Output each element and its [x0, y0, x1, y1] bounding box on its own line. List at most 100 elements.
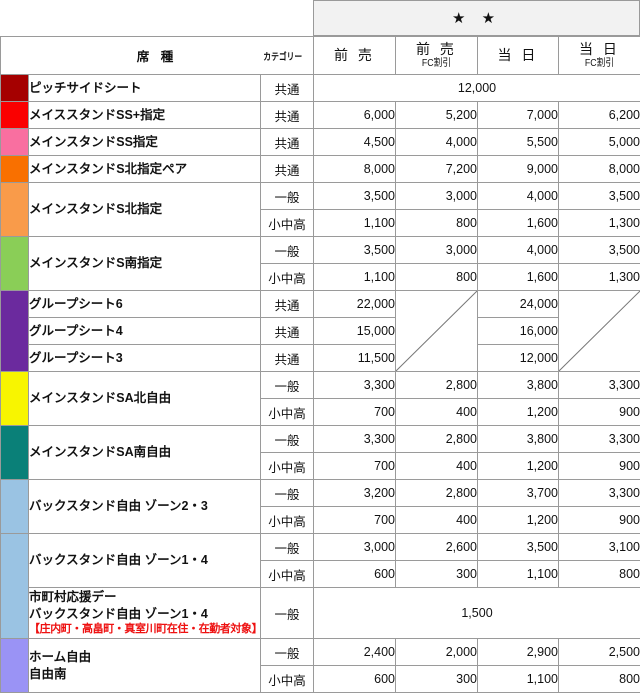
seat-color-swatch [1, 372, 29, 426]
seat-name-cell: メイススタンドSS+指定 [29, 102, 261, 129]
seat-name-cell: バックスタンド自由 ゾーン2・3 [29, 480, 261, 534]
seat-name: バックスタンド自由 ゾーン2・3 [29, 499, 208, 513]
price-cell: 15,000 [314, 318, 396, 345]
category-cell: 小中高 [261, 453, 314, 480]
price-cell: 2,800 [396, 426, 478, 453]
seat-color-swatch [1, 291, 29, 372]
price-cell: 800 [559, 561, 640, 588]
price-cell: 3,300 [314, 426, 396, 453]
seat-name: グループシート6 [29, 297, 123, 311]
seat-color-swatch [1, 480, 29, 534]
price-cell: 900 [559, 399, 640, 426]
price-cell: 12,000 [478, 345, 559, 372]
price-cell: 3,500 [314, 183, 396, 210]
price-cell: 2,600 [396, 534, 478, 561]
seat-name: メインスタンドS南指定 [29, 256, 162, 270]
seat-name-note: 【庄内町・高畠町・真室川町在住・在勤者対象】 [29, 622, 260, 637]
seat-name-cell: バックスタンド自由 ゾーン1・4 [29, 534, 261, 588]
price-cell: 700 [314, 453, 396, 480]
category-cell: 共通 [261, 102, 314, 129]
price-cell: 400 [396, 507, 478, 534]
price-cell: 900 [559, 507, 640, 534]
price-cell: 8,000 [559, 156, 640, 183]
category-cell: 一般 [261, 426, 314, 453]
category-cell: 一般 [261, 534, 314, 561]
seat-name: グループシート4 [29, 324, 123, 338]
price-cell: 600 [314, 561, 396, 588]
price-cell: 1,200 [478, 453, 559, 480]
category-cell: 共通 [261, 129, 314, 156]
price-cell: 3,500 [478, 534, 559, 561]
seat-name: 市町村応援デー [29, 590, 117, 604]
price-cell: 9,000 [478, 156, 559, 183]
seat-name-cell: メインスタンドS南指定 [29, 237, 261, 291]
header-price-col-1: 前 売 [314, 37, 396, 75]
price-cell: 800 [559, 666, 640, 693]
seat-name: グループシート3 [29, 351, 123, 365]
category-cell: 小中高 [261, 210, 314, 237]
price-cell: 2,000 [396, 639, 478, 666]
price-cell: 1,600 [478, 210, 559, 237]
header-price-main: 前 売 [396, 42, 477, 58]
category-cell: 一般 [261, 372, 314, 399]
seat-color-swatch [1, 426, 29, 480]
header-price-main: 当 日 [559, 42, 640, 58]
category-cell: 共通 [261, 156, 314, 183]
seat-name-line2: 自由南 [29, 666, 260, 683]
price-cell: 1,300 [559, 264, 640, 291]
header-category-label: カテゴリー [264, 49, 303, 63]
table-row: 市町村応援デーバックスタンド自由 ゾーン1・4【庄内町・高畠町・真室川町在住・在… [1, 588, 640, 639]
seat-color-swatch [1, 183, 29, 237]
price-cell: 3,500 [559, 237, 640, 264]
price-cell: 4,000 [478, 237, 559, 264]
price-cell: 1,200 [478, 507, 559, 534]
price-cell: 400 [396, 399, 478, 426]
price-cell: 3,800 [478, 426, 559, 453]
rating-header-bar: ★ ★ [313, 0, 640, 36]
price-cell: 3,100 [559, 534, 640, 561]
price-cell: 400 [396, 453, 478, 480]
seat-name-cell: ホーム自由自由南 [29, 639, 261, 693]
price-cell: 7,000 [478, 102, 559, 129]
price-cell: 6,200 [559, 102, 640, 129]
unavailable-diagonal-cell [559, 291, 640, 372]
price-cell: 1,300 [559, 210, 640, 237]
category-cell: 小中高 [261, 561, 314, 588]
price-cell: 800 [396, 264, 478, 291]
price-cell: 600 [314, 666, 396, 693]
header-price-sub: FC割引 [401, 58, 472, 69]
seat-name: ピッチサイドシート [29, 81, 142, 95]
price-cell: 700 [314, 507, 396, 534]
price-cell: 3,300 [559, 480, 640, 507]
seat-name: メインスタンドSS指定 [29, 135, 158, 149]
price-cell: 3,800 [478, 372, 559, 399]
price-cell: 3,000 [396, 183, 478, 210]
seat-name-cell: グループシート4 [29, 318, 261, 345]
seat-color-swatch [1, 237, 29, 291]
price-cell: 6,000 [314, 102, 396, 129]
merged-price-cell: 12,000 [314, 75, 640, 102]
merged-price-cell: 1,500 [314, 588, 640, 639]
seat-name-cell: メインスタンドSA北自由 [29, 372, 261, 426]
price-cell: 2,400 [314, 639, 396, 666]
seat-name: メインスタンドS北指定ペア [29, 162, 187, 176]
price-cell: 300 [396, 561, 478, 588]
unavailable-diagonal-cell [396, 291, 478, 372]
header-seat-label: 席 種 [137, 50, 177, 64]
price-cell: 3,700 [478, 480, 559, 507]
price-cell: 700 [314, 399, 396, 426]
category-cell: 小中高 [261, 507, 314, 534]
